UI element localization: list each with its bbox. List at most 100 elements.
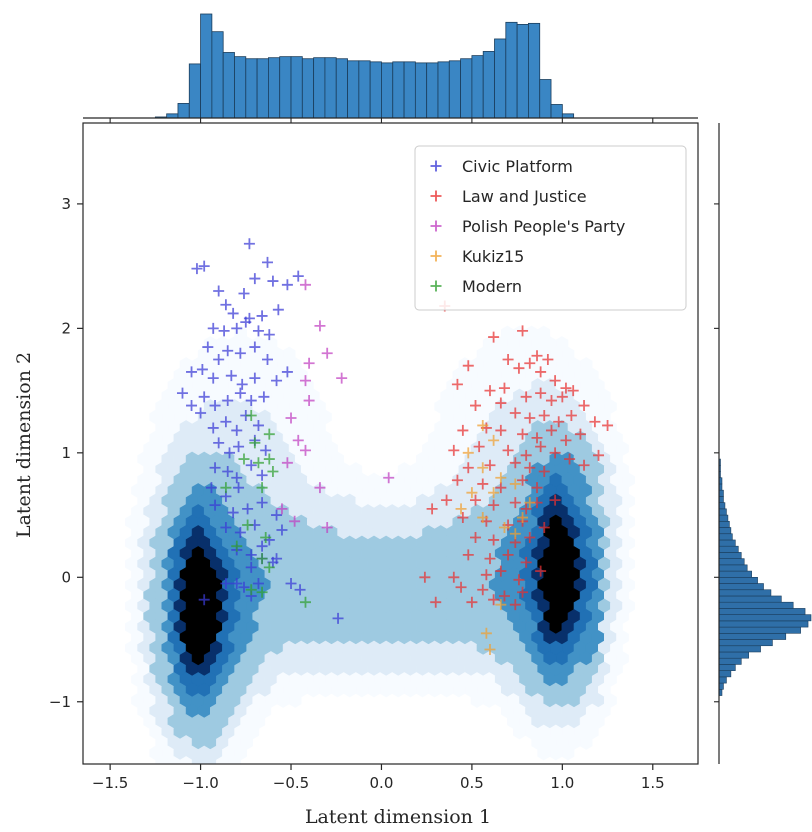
- scatter-point: [256, 469, 268, 481]
- scatter-point: [509, 478, 521, 490]
- legend-marker: [430, 160, 442, 172]
- scatter-point: [285, 412, 297, 424]
- scatter-point: [466, 596, 478, 608]
- scatter-point: [225, 370, 237, 382]
- scatter-point: [281, 279, 293, 291]
- marginal-histogram-x: [154, 13, 575, 119]
- legend-entry-label: Kukiz15: [462, 247, 524, 266]
- scatter-point: [207, 322, 219, 334]
- marginal-x-bar: [166, 113, 179, 119]
- scatter-point: [227, 507, 239, 519]
- marginal-x-bar: [471, 55, 484, 119]
- marginal-x-bar: [301, 58, 315, 119]
- scatter-point: [477, 419, 489, 431]
- marginal-x-bar: [437, 61, 450, 119]
- marginal-y-bar: [718, 639, 773, 647]
- scatter-point: [281, 366, 293, 378]
- marginal-x-bar: [222, 52, 235, 119]
- hexbin-cell: [228, 756, 241, 764]
- scatter-point: [263, 329, 275, 341]
- scatter-point: [455, 581, 467, 593]
- scatter-point: [271, 509, 283, 521]
- scatter-point: [213, 285, 225, 297]
- scatter-point: [314, 482, 326, 494]
- scatter-point: [252, 325, 264, 337]
- scatter-point: [303, 395, 315, 407]
- scatter-point: [321, 522, 333, 534]
- scatter-point: [488, 331, 500, 343]
- marginal-y-bar: [718, 570, 752, 578]
- scatter-points: [176, 238, 614, 655]
- scatter-point: [462, 462, 474, 474]
- scatter-point: [209, 400, 221, 412]
- scatter-point: [589, 416, 601, 428]
- scatter-point: [249, 341, 261, 353]
- scatter-point: [281, 457, 293, 469]
- scatter-point: [238, 288, 250, 300]
- scatter-point: [242, 503, 254, 515]
- scatter-point: [234, 526, 246, 538]
- scatter-point: [513, 362, 525, 374]
- scatter-point: [299, 375, 311, 387]
- scatter-point: [480, 627, 492, 639]
- scatter-point: [256, 586, 268, 598]
- scatter-point: [176, 387, 188, 399]
- scatter-point: [426, 503, 438, 515]
- scatter-point: [299, 444, 311, 456]
- scatter-point: [252, 419, 264, 431]
- scatter-point: [234, 347, 246, 359]
- scatter-point: [383, 472, 395, 484]
- scatter-point: [509, 528, 521, 540]
- marginal-y-bar: [718, 520, 730, 528]
- marginal-x-bar: [290, 56, 303, 119]
- scatter-point: [495, 397, 507, 409]
- scatter-point: [207, 422, 219, 434]
- y-tick-label: 1: [61, 444, 71, 462]
- marginal-y-bar: [718, 514, 729, 522]
- scatter-point: [470, 494, 482, 506]
- scatter-point: [205, 482, 217, 494]
- marginal-y-bar: [718, 558, 745, 566]
- scatter-point: [484, 643, 496, 655]
- scatter-point: [198, 260, 210, 272]
- scatter-point: [289, 515, 301, 527]
- scatter-point: [240, 316, 252, 328]
- x-axis-title: Latent dimension 1: [305, 806, 491, 828]
- scatter-point: [220, 522, 232, 534]
- marginal-x-bar: [381, 62, 394, 119]
- scatter-point: [455, 503, 467, 515]
- marginal-x-bar: [516, 23, 529, 119]
- scatter-point: [231, 578, 243, 590]
- scatter-point: [466, 487, 478, 499]
- scatter-point: [502, 444, 514, 456]
- scatter-point: [245, 395, 257, 407]
- marginal-x-bar: [460, 58, 473, 119]
- scatter-point: [602, 419, 614, 431]
- scatter-point: [263, 428, 275, 440]
- scatter-point: [222, 395, 234, 407]
- scatter-point: [332, 612, 344, 624]
- plot-frame: [82, 122, 699, 765]
- scatter-point: [567, 385, 579, 397]
- scatter-point: [272, 304, 284, 316]
- scatter-point: [556, 391, 568, 403]
- scatter-point: [462, 360, 474, 372]
- marginal-y-bar: [718, 527, 732, 535]
- x-tick-label: −0.5: [273, 774, 309, 792]
- scatter-point: [509, 407, 521, 419]
- marginal-x-ticks: [109, 118, 654, 123]
- marginal-x-bar: [539, 79, 552, 119]
- scatter-point: [218, 325, 230, 337]
- marginal-y-bar: [718, 595, 782, 603]
- scatter-point: [535, 565, 547, 577]
- scatter-point: [498, 382, 510, 394]
- scatter-point: [535, 366, 547, 378]
- scatter-point: [531, 482, 543, 494]
- scatter-point: [448, 571, 460, 583]
- scatter-point: [538, 409, 550, 421]
- scatter-point: [285, 578, 297, 590]
- scatter-point: [224, 447, 236, 459]
- scatter-point: [430, 596, 442, 608]
- scatter-point: [484, 553, 496, 565]
- scatter-point: [245, 459, 257, 471]
